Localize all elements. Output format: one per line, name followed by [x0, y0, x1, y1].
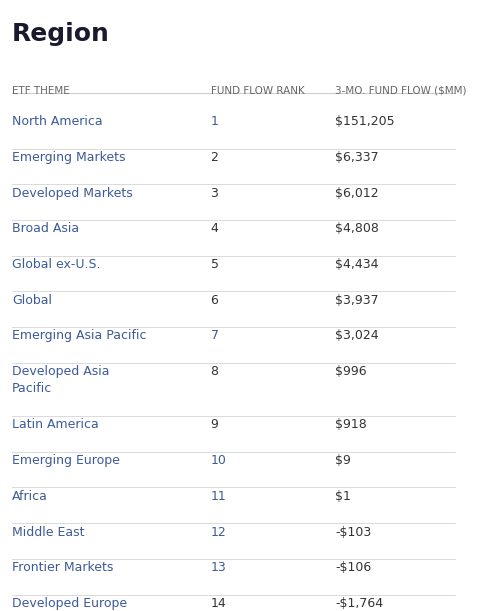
Text: Emerging Asia Pacific: Emerging Asia Pacific	[12, 329, 147, 342]
Text: -$103: -$103	[335, 525, 371, 538]
Text: 11: 11	[211, 490, 226, 503]
Text: 3-MO. FUND FLOW ($MM): 3-MO. FUND FLOW ($MM)	[335, 86, 467, 96]
Text: North America: North America	[12, 115, 103, 128]
Text: 12: 12	[211, 525, 226, 538]
Text: $3,024: $3,024	[335, 329, 379, 342]
Text: Africa: Africa	[12, 490, 48, 503]
Text: 7: 7	[211, 329, 218, 342]
Text: 10: 10	[211, 454, 226, 467]
Text: $4,808: $4,808	[335, 222, 379, 235]
Text: $1: $1	[335, 490, 351, 503]
Text: Region: Region	[12, 21, 110, 45]
Text: FUND FLOW RANK: FUND FLOW RANK	[211, 86, 304, 96]
Text: Emerging Markets: Emerging Markets	[12, 151, 125, 164]
Text: Developed Europe: Developed Europe	[12, 597, 127, 610]
Text: Middle East: Middle East	[12, 525, 85, 538]
Text: -$1,764: -$1,764	[335, 597, 383, 610]
Text: Developed Markets: Developed Markets	[12, 186, 133, 200]
Text: ETF THEME: ETF THEME	[12, 86, 70, 96]
Text: 1: 1	[211, 115, 218, 128]
Text: 2: 2	[211, 151, 218, 164]
Text: $918: $918	[335, 419, 367, 431]
Text: Emerging Europe: Emerging Europe	[12, 454, 120, 467]
Text: Global ex-U.S.: Global ex-U.S.	[12, 258, 100, 271]
Text: $6,337: $6,337	[335, 151, 379, 164]
Text: -$106: -$106	[335, 562, 371, 574]
Text: $4,434: $4,434	[335, 258, 379, 271]
Text: Latin America: Latin America	[12, 419, 99, 431]
Text: 3: 3	[211, 186, 218, 200]
Text: Frontier Markets: Frontier Markets	[12, 562, 113, 574]
Text: 8: 8	[211, 365, 218, 378]
Text: $6,012: $6,012	[335, 186, 379, 200]
Text: 4: 4	[211, 222, 218, 235]
Text: $151,205: $151,205	[335, 115, 395, 128]
Text: $3,937: $3,937	[335, 294, 379, 307]
Text: 9: 9	[211, 419, 218, 431]
Text: 13: 13	[211, 562, 226, 574]
Text: 14: 14	[211, 597, 226, 610]
Text: $996: $996	[335, 365, 367, 378]
Text: 6: 6	[211, 294, 218, 307]
Text: 5: 5	[211, 258, 218, 271]
Text: Broad Asia: Broad Asia	[12, 222, 79, 235]
Text: $9: $9	[335, 454, 351, 467]
Text: Global: Global	[12, 294, 52, 307]
Text: Developed Asia
Pacific: Developed Asia Pacific	[12, 365, 110, 395]
